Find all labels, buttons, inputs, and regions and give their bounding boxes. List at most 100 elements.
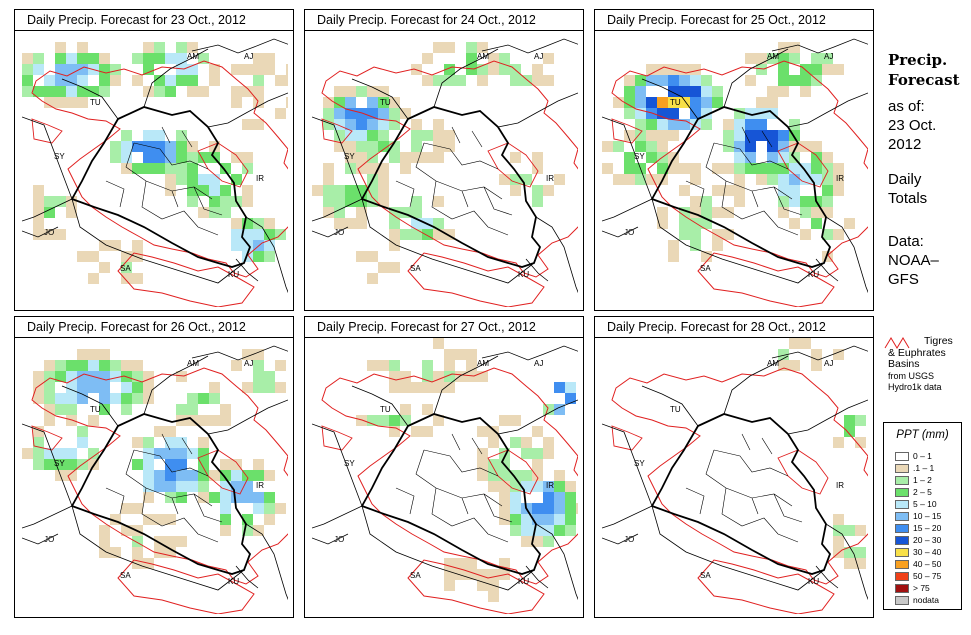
- precip-cell: [389, 382, 400, 393]
- precip-cell: [422, 130, 433, 141]
- precip-cell: [66, 393, 77, 404]
- precip-cell: [220, 459, 231, 470]
- precip-cell: [165, 53, 176, 64]
- precip-cell: [367, 360, 378, 371]
- precip-cell: [701, 251, 712, 262]
- precip-cell: [334, 185, 345, 196]
- precip-cell: [77, 53, 88, 64]
- precip-cell: [242, 163, 253, 174]
- precip-cell: [264, 470, 275, 481]
- country-label: IR: [546, 174, 554, 183]
- precip-cell: [154, 130, 165, 141]
- precip-cell: [679, 163, 690, 174]
- precip-cell: [444, 558, 455, 569]
- legend-item: 15 – 20: [895, 523, 941, 534]
- precip-cell: [800, 163, 811, 174]
- precip-cell: [121, 130, 132, 141]
- precip-cell: [477, 448, 488, 459]
- precip-cell: [77, 426, 88, 437]
- precip-cell: [154, 448, 165, 459]
- precip-cell: [198, 448, 209, 459]
- precip-cell: [822, 152, 833, 163]
- precip-cell: [767, 174, 778, 185]
- precip-cell: [121, 360, 132, 371]
- precip-cell: [455, 75, 466, 86]
- precip-cell: [33, 393, 44, 404]
- precip-cell: [132, 163, 143, 174]
- precip-cell: [455, 371, 466, 382]
- precip-cell: [242, 251, 253, 262]
- precip-cell: [198, 492, 209, 503]
- precip-cell: [253, 382, 264, 393]
- country-label: JO: [624, 535, 634, 544]
- precip-cell: [646, 152, 657, 163]
- precip-cell: [433, 75, 444, 86]
- precip-cell: [44, 196, 55, 207]
- precip-cell: [646, 141, 657, 152]
- precip-cell: [411, 119, 422, 130]
- precip-cell: [521, 174, 532, 185]
- precip-cell: [400, 404, 411, 415]
- precip-cell: [44, 459, 55, 470]
- precip-cell: [121, 393, 132, 404]
- precip-cell: [833, 64, 844, 75]
- precip-cell: [767, 141, 778, 152]
- precip-cell: [422, 382, 433, 393]
- precip-cell: [554, 404, 565, 415]
- precip-cell: [723, 185, 734, 196]
- precip-cell: [668, 119, 679, 130]
- precip-cell: [143, 130, 154, 141]
- precip-cell: [132, 547, 143, 558]
- precip-cell: [543, 53, 554, 64]
- precip-cell: [565, 393, 576, 404]
- precip-map: AM AJ TU SY IR JO SA KU: [312, 338, 578, 614]
- precip-cell: [811, 152, 822, 163]
- precip-cell: [712, 185, 723, 196]
- precip-cell: [466, 42, 477, 53]
- asof-block: as of: 23 Oct. 2012: [888, 97, 936, 154]
- precip-grid: [22, 42, 288, 284]
- precip-cell: [411, 207, 422, 218]
- precip-cell: [499, 448, 510, 459]
- precip-cell: [624, 174, 635, 185]
- precip-cell: [66, 404, 77, 415]
- precip-cell: [510, 514, 521, 525]
- precip-cell: [734, 152, 745, 163]
- legend-swatch: [895, 584, 909, 594]
- precip-cell: [165, 437, 176, 448]
- precip-cell: [844, 525, 855, 536]
- precip-cell: [176, 163, 187, 174]
- precip-cell: [389, 119, 400, 130]
- precip-cell: [433, 130, 444, 141]
- precip-cell: [811, 64, 822, 75]
- precip-cell: [165, 426, 176, 437]
- precip-map: AM AJ TU SY IR JO SA KU: [22, 345, 288, 614]
- precip-cell: [679, 75, 690, 86]
- precip-cell: [565, 514, 576, 525]
- precip-cell: [66, 448, 77, 459]
- precip-cell: [455, 569, 466, 580]
- precip-cell: [367, 97, 378, 108]
- precip-cell: [668, 86, 679, 97]
- precip-cell: [44, 382, 55, 393]
- precip-cell: [422, 75, 433, 86]
- precip-cell: [543, 503, 554, 514]
- precip-cell: [789, 338, 800, 349]
- precip-cell: [378, 119, 389, 130]
- precip-cell: [88, 251, 99, 262]
- precip-cell: [543, 514, 554, 525]
- precip-cell: [253, 360, 264, 371]
- precip-cell: [521, 470, 532, 481]
- precip-cell: [143, 382, 154, 393]
- legend-item: .1 – 1: [895, 463, 934, 474]
- country-label: SY: [344, 459, 355, 468]
- precip-cell: [543, 404, 554, 415]
- precip-cell: [543, 185, 554, 196]
- precip-cell: [334, 119, 345, 130]
- precip-cell: [99, 64, 110, 75]
- precip-cell: [55, 229, 66, 240]
- legend-label: 20 – 30: [913, 535, 942, 545]
- precip-cell: [466, 360, 477, 371]
- precip-cell: [378, 262, 389, 273]
- precip-cell: [367, 415, 378, 426]
